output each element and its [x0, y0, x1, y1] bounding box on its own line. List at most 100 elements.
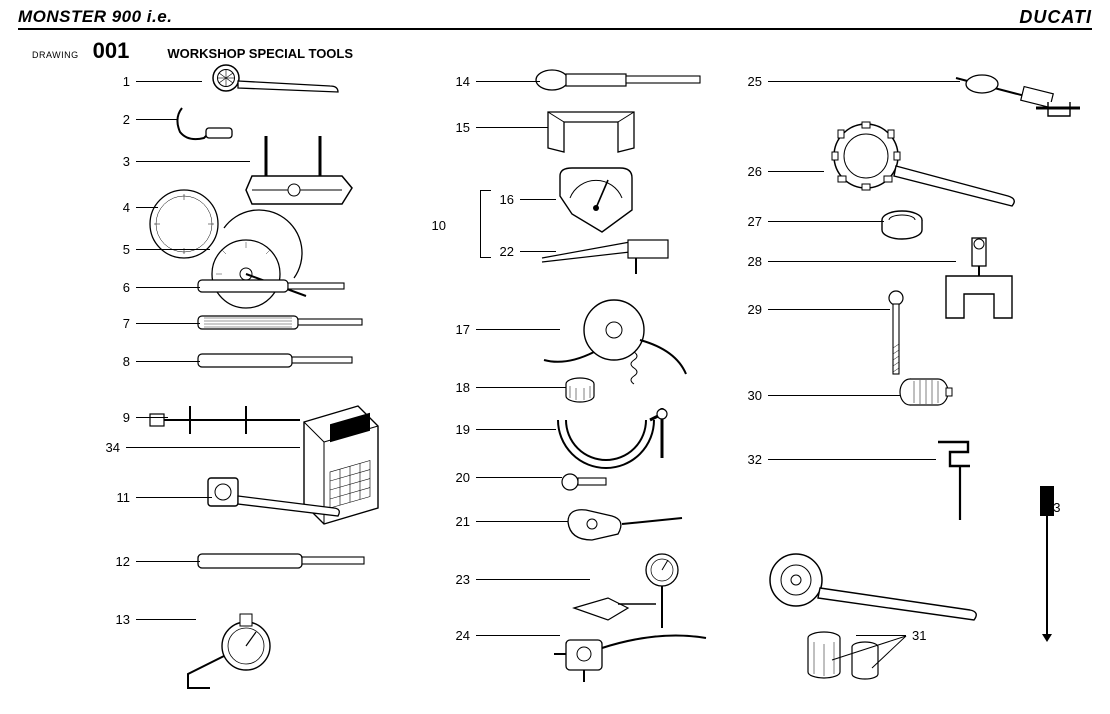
callout-leader: [768, 395, 900, 396]
callout-3: 3: [106, 154, 250, 169]
tool-11-socket-wrench: [208, 478, 348, 522]
callout-leader: [856, 635, 906, 636]
callout-number: 18: [446, 380, 470, 395]
page-header: MONSTER 900 i.e. DUCATI: [0, 0, 1110, 30]
callout-number: 17: [446, 322, 470, 337]
callout-leader: [476, 387, 566, 388]
callout-4: 4: [106, 200, 158, 215]
callout-leader: [476, 635, 560, 636]
callout-20: 20: [446, 470, 562, 485]
callout-number: 11: [106, 490, 130, 505]
tool-9-measuring: [150, 400, 310, 440]
callout-8: 8: [106, 354, 200, 369]
callout-leader: [768, 459, 936, 460]
callout-number: 33: [1046, 500, 1070, 515]
callout-number: 30: [738, 388, 762, 403]
callout-14: 14: [446, 74, 540, 89]
drawing-label: DRAWING: [32, 50, 79, 60]
callout-number: 5: [106, 242, 130, 257]
callout-9: 9: [106, 410, 168, 425]
callout-24: 24: [446, 628, 560, 643]
callout-number: 3: [106, 154, 130, 169]
callout-leader: [136, 249, 210, 250]
callout-leader: [136, 161, 250, 162]
tool-12-drift: [198, 550, 378, 574]
callout-34: 34: [96, 440, 300, 455]
tool-6-drift: [198, 276, 358, 298]
tool-31-wrench-sockets: [760, 550, 990, 690]
callout-number: 19: [446, 422, 470, 437]
callout-leader: [768, 171, 824, 172]
callout-number: 27: [738, 214, 762, 229]
callout-leader: [136, 361, 200, 362]
callout-leader: [136, 207, 158, 208]
callout-leader: [136, 119, 178, 120]
callout-number: 13: [106, 612, 130, 627]
callout-12: 12: [106, 554, 200, 569]
diagram-canvas: 1234567893411121314151610221718192021232…: [0, 60, 1110, 714]
tool-20-pin: [560, 468, 612, 496]
tool-7-drift: [198, 312, 378, 334]
callout-number: 9: [106, 410, 130, 425]
callout-leader: [520, 251, 556, 252]
callout-leader: [768, 221, 884, 222]
tool-16-belt-tension-gauge: [552, 166, 652, 240]
callout-13: 13: [106, 612, 196, 627]
callout-number: 31: [912, 628, 936, 643]
callout-number: 22: [490, 244, 514, 259]
callout-number: 28: [738, 254, 762, 269]
callout-leader: [520, 199, 556, 200]
tool-25-slide-hammer: [952, 64, 1082, 124]
callout-17: 17: [446, 322, 560, 337]
callout-leader: [476, 521, 568, 522]
callout-5: 5: [106, 242, 210, 257]
callout-21: 21: [446, 514, 568, 529]
callout-29: 29: [738, 302, 890, 317]
tool-27-ring: [880, 208, 928, 242]
callout-number: 12: [106, 554, 130, 569]
callout-number: 4: [106, 200, 130, 215]
callout-leader: [476, 81, 540, 82]
tool-19-support: [550, 406, 710, 472]
tool-30-knurled-plug: [896, 376, 952, 412]
callout-number: 16: [490, 192, 514, 207]
callout-26: 26: [738, 164, 824, 179]
callout-leader: [136, 619, 196, 620]
tool-18-knurled-nut: [562, 376, 602, 404]
callout-leader: [768, 261, 956, 262]
tool-14-puller: [534, 64, 714, 100]
brand-title: DUCATI: [1019, 7, 1092, 28]
callout-number: 29: [738, 302, 762, 317]
callout-number: 10: [422, 218, 446, 233]
callout-number: 7: [106, 316, 130, 331]
callout-leader: [768, 309, 890, 310]
callout-leader: [768, 81, 960, 82]
tool-22-feeler: [540, 238, 680, 278]
callout-30: 30: [738, 388, 900, 403]
model-title: MONSTER 900 i.e.: [18, 7, 172, 27]
callout-10: 10: [422, 218, 452, 233]
tool-1-ring-wrench: [202, 64, 342, 100]
callout-leader: [136, 417, 168, 418]
callout-leader: [126, 447, 300, 448]
callout-number: 1: [106, 74, 130, 89]
tool-8-drift: [198, 350, 368, 372]
callout-25: 25: [738, 74, 960, 89]
callout-23: 23: [446, 572, 590, 587]
callout-31: 31: [856, 628, 936, 643]
callout-number: 15: [446, 120, 470, 135]
tool-32-bracket-rod: [930, 434, 1000, 524]
tool-23-dial-indicator: [568, 550, 718, 634]
callout-32: 32: [738, 452, 936, 467]
callout-number: 21: [446, 514, 470, 529]
callout-27: 27: [738, 214, 884, 229]
tool-26-clutch-ring-wrench: [812, 122, 1022, 212]
callout-number: 24: [446, 628, 470, 643]
callout-1: 1: [106, 74, 202, 89]
callout-6: 6: [106, 280, 200, 295]
callout-number: 8: [106, 354, 130, 369]
callout-leader: [476, 127, 548, 128]
tool-21-clamp: [562, 504, 692, 548]
callout-number: 2: [106, 112, 130, 127]
callout-7: 7: [106, 316, 200, 331]
